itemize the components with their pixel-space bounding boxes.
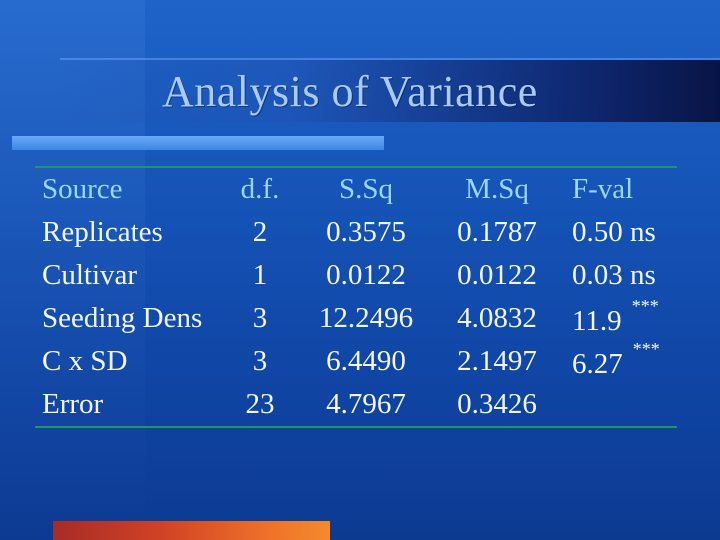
slide-title: Analysis of Variance (162, 67, 538, 116)
header-source: Source (42, 173, 123, 205)
ss-cell: 0.0122 (326, 259, 406, 291)
ms-cell: 4.0832 (457, 302, 537, 334)
source-cell: Replicates (42, 216, 163, 248)
df-cell: 3 (252, 345, 268, 377)
df-cell: 23 (245, 388, 275, 420)
f-value: 0.50 ns (572, 216, 656, 248)
source-cell: Error (42, 388, 104, 420)
ms-cell: 2.1497 (457, 345, 537, 377)
table-bottom-rule (35, 426, 677, 428)
title-band (60, 60, 720, 122)
table-top-rule (35, 166, 677, 168)
df-cell: 1 (252, 259, 268, 291)
ms-cell: 0.0122 (457, 259, 537, 291)
f-value: 6.27 (572, 348, 623, 380)
f-cell (572, 383, 582, 426)
header-df: d.f. (240, 173, 280, 205)
f-cell: 11.9 *** (572, 297, 659, 343)
f-cell: 6.27 *** (572, 340, 660, 386)
header-ms: M.Sq (465, 173, 529, 205)
ss-cell: 6.4490 (326, 345, 406, 377)
anova-table: Source d.f. S.Sq M.Sq F-val Replicates 2… (35, 168, 677, 426)
source-cell: Seeding Dens (42, 302, 203, 334)
header-ss: S.Sq (338, 173, 393, 205)
ss-cell: 0.3575 (326, 216, 406, 248)
f-value: 0.03 ns (572, 259, 656, 291)
table-row: C x SD 3 6.4490 2.1497 6.27 *** (35, 340, 677, 383)
header-f: F-val (572, 173, 634, 205)
table-row: Seeding Dens 3 12.2496 4.0832 11.9 *** (35, 297, 677, 340)
ms-cell: 0.3426 (457, 388, 537, 420)
source-cell: C x SD (42, 345, 128, 377)
ss-cell: 12.2496 (318, 302, 414, 334)
title-band-highlight (60, 58, 720, 60)
ms-cell: 0.1787 (457, 216, 537, 248)
table-row: Cultivar 1 0.0122 0.0122 0.03 ns (35, 254, 677, 297)
significance-marker: *** (632, 339, 660, 359)
f-value: 11.9 (572, 305, 622, 337)
f-cell: 0.50 ns (572, 211, 666, 254)
bottom-accent-bar (53, 521, 330, 540)
df-cell: 2 (252, 216, 268, 248)
ss-cell: 4.7967 (326, 388, 406, 420)
table-header-row: Source d.f. S.Sq M.Sq F-val (35, 168, 677, 211)
table-row: Error 23 4.7967 0.3426 (35, 383, 677, 426)
significance-marker: *** (631, 296, 659, 316)
f-cell: 0.03 ns (572, 254, 666, 297)
df-cell: 3 (252, 302, 268, 334)
source-cell: Cultivar (42, 259, 138, 291)
title-accent-bar (12, 136, 384, 150)
table-row: Replicates 2 0.3575 0.1787 0.50 ns (35, 211, 677, 254)
